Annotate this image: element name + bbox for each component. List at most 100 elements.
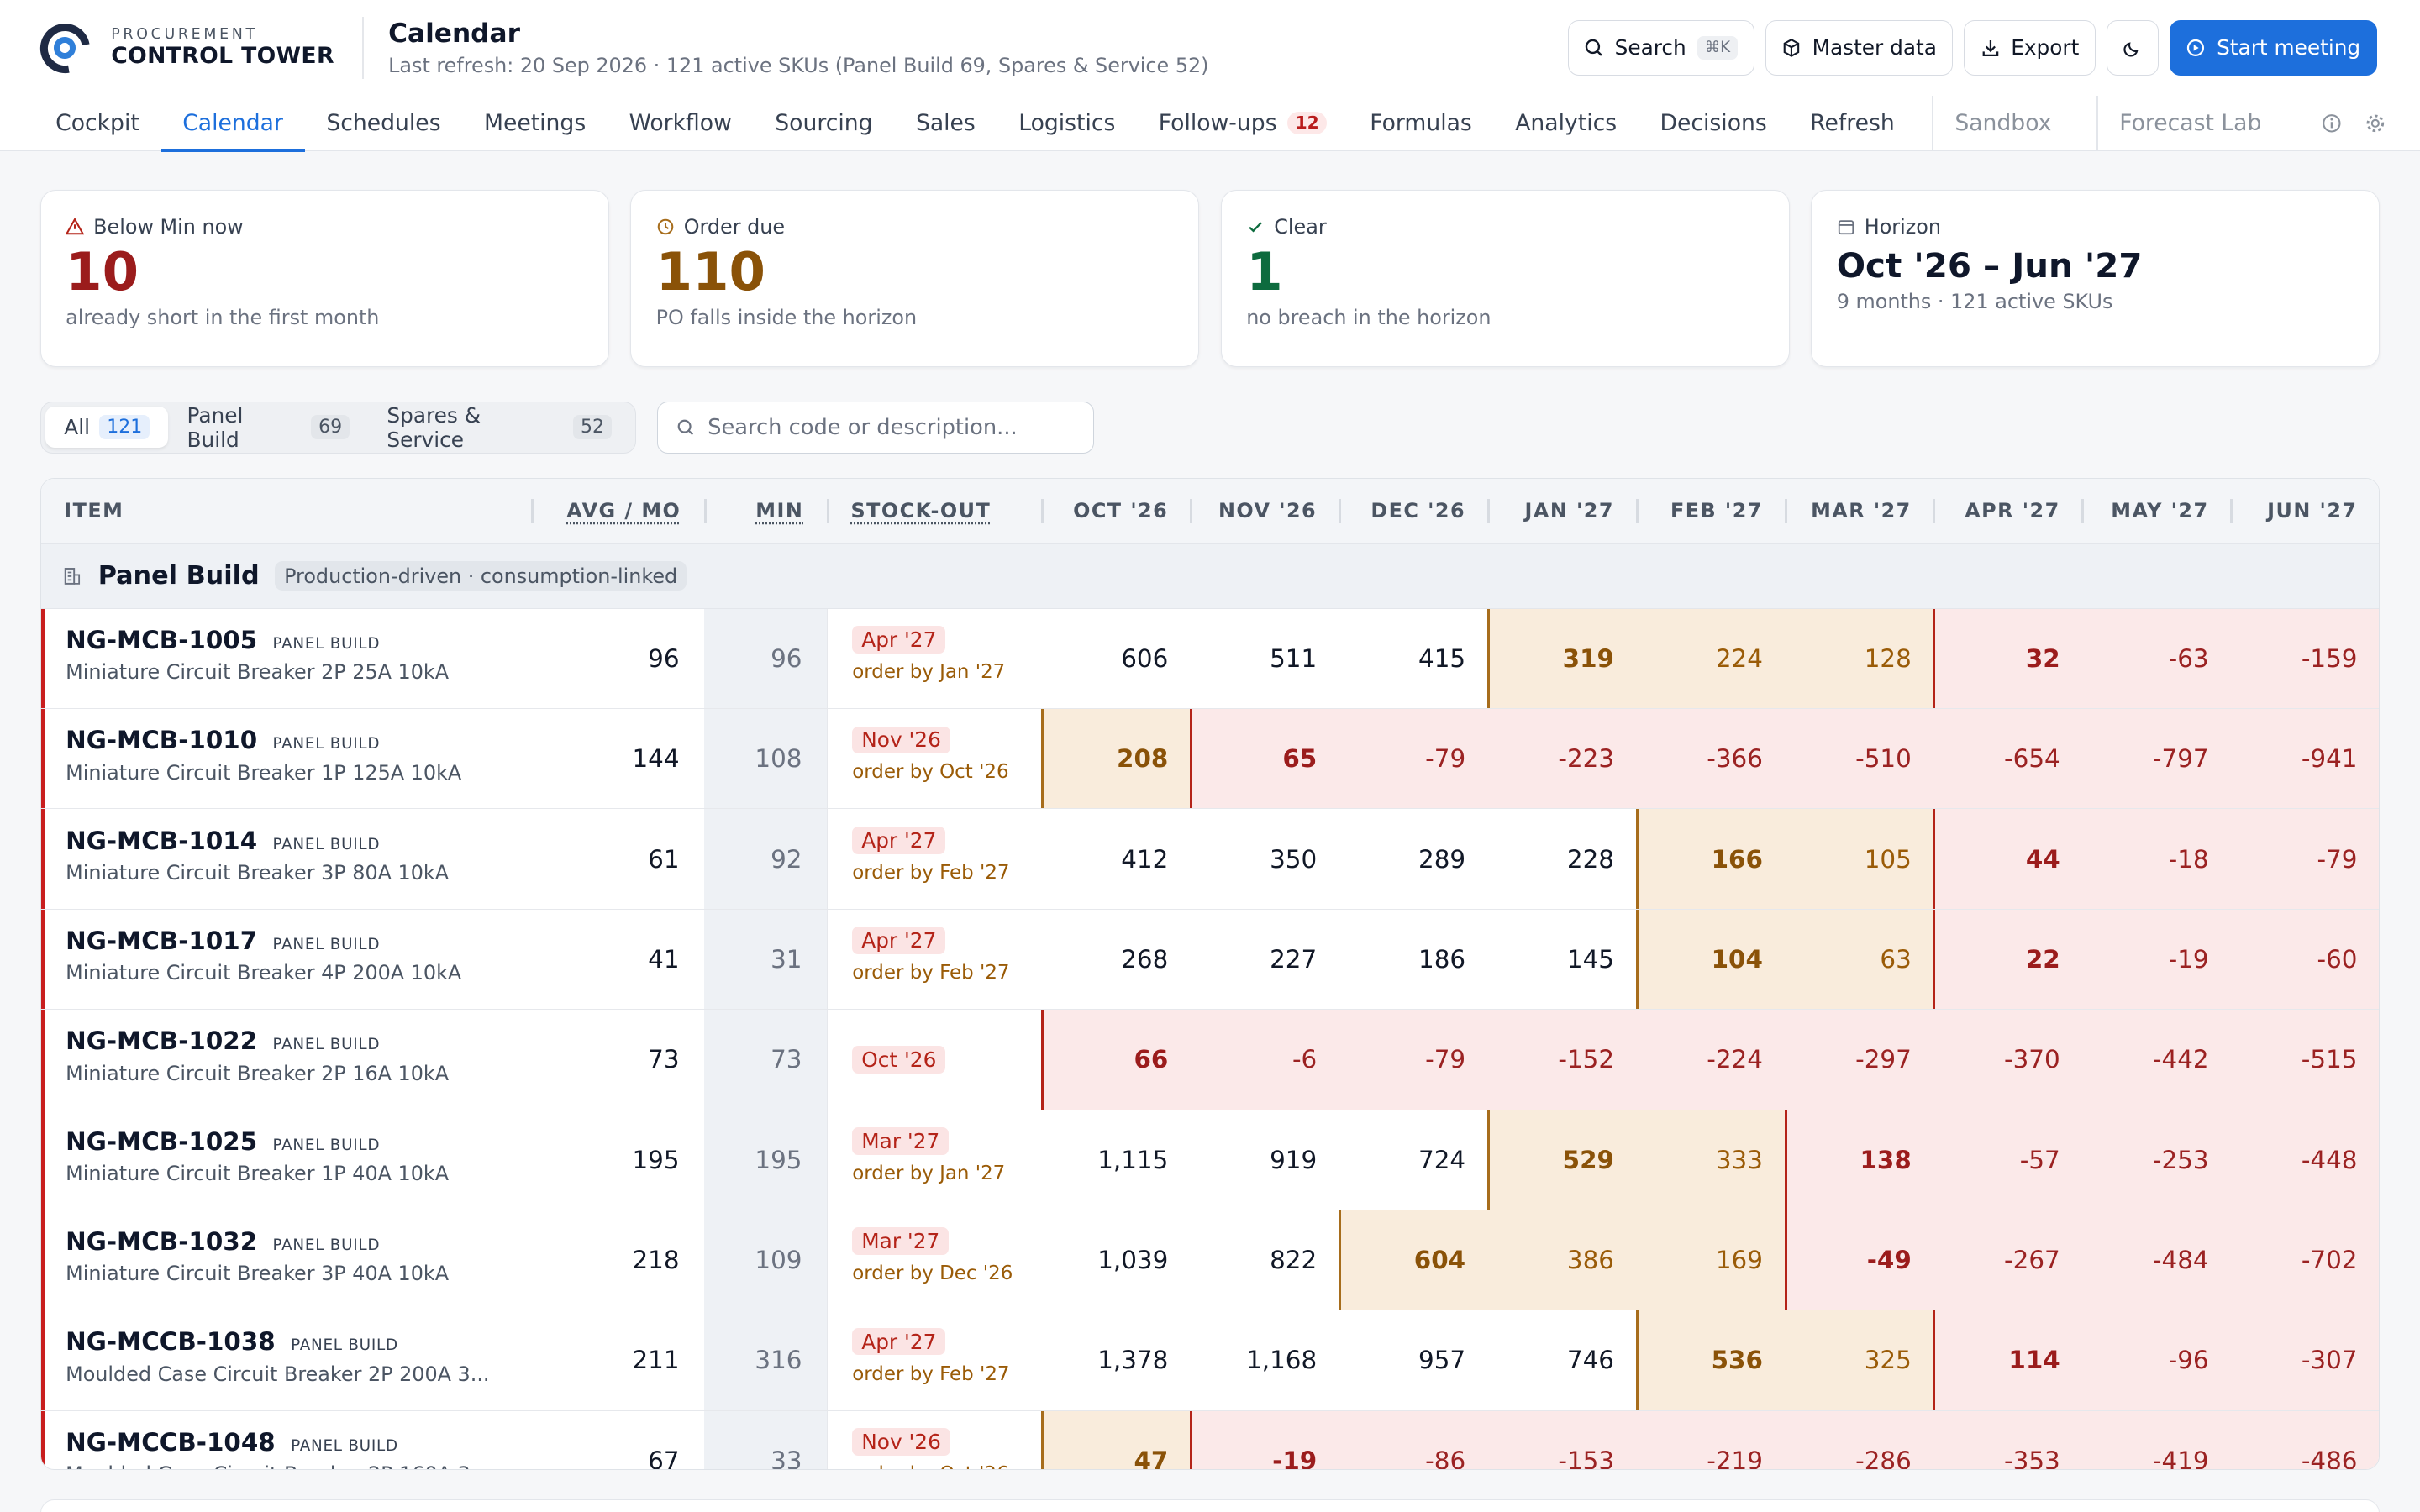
month-cell[interactable]: 63 — [1784, 909, 1933, 1010]
month-cell[interactable]: -79 — [1338, 709, 1487, 809]
month-cell[interactable]: -153 — [1486, 1410, 1636, 1470]
col-stockout[interactable]: STOCK-OUT — [826, 498, 1041, 524]
month-cell[interactable]: 47 — [1041, 1410, 1191, 1470]
search-button[interactable]: Search ⌘K — [1567, 19, 1754, 76]
master-data-button[interactable]: Master data — [1765, 19, 1954, 76]
month-cell[interactable]: 128 — [1784, 608, 1933, 709]
month-cell[interactable]: 350 — [1270, 844, 1318, 874]
month-cell[interactable]: 1,168 — [1246, 1346, 1318, 1375]
start-meeting-button[interactable]: Start meeting — [2169, 19, 2377, 76]
month-cell[interactable]: 606 — [1121, 643, 1169, 673]
month-cell[interactable]: 536 — [1635, 1310, 1785, 1410]
table-row[interactable]: NG-MCB-1022 PANEL BUILD Miniature Circuit … — [40, 1010, 2380, 1110]
month-cell[interactable]: 746 — [1566, 1346, 1614, 1375]
theme-toggle-button[interactable] — [2106, 19, 2160, 76]
month-cell[interactable]: -419 — [2081, 1410, 2231, 1470]
tab-follow-ups[interactable]: Follow-ups 12 — [1137, 96, 1348, 150]
table-row[interactable]: NG-MCB-1010 PANEL BUILD Miniature Circuit … — [40, 709, 2380, 810]
month-cell[interactable]: 227 — [1270, 944, 1318, 974]
tab-formulas[interactable]: Formulas — [1370, 109, 1472, 136]
col-item[interactable]: ITEM — [64, 499, 124, 523]
month-cell[interactable]: -654 — [1933, 709, 2082, 809]
month-cell[interactable]: 319 — [1486, 608, 1636, 709]
month-cell[interactable]: 44 — [1933, 809, 2082, 909]
month-cell[interactable]: 169 — [1635, 1210, 1785, 1310]
month-cell[interactable]: -307 — [2230, 1310, 2380, 1410]
table-row[interactable]: NG-MCB-1032 PANEL BUILD Miniature Circuit … — [40, 1210, 2380, 1311]
month-cell[interactable]: 604 — [1338, 1210, 1487, 1310]
month-cell[interactable]: 412 — [1121, 844, 1169, 874]
month-cell[interactable]: -18 — [2081, 809, 2231, 909]
month-cell[interactable]: 105 — [1784, 809, 1933, 909]
table-row[interactable]: NG-MCB-1017 PANEL BUILD Miniature Circuit … — [40, 909, 2380, 1011]
tab-analytics[interactable]: Analytics — [1515, 109, 1618, 136]
tab-logistics[interactable]: Logistics — [1018, 109, 1116, 136]
col-avg[interactable]: AVG / MO — [530, 498, 704, 524]
month-cell[interactable]: -510 — [1784, 709, 1933, 809]
month-cell[interactable]: -515 — [2230, 1010, 2380, 1110]
month-cell[interactable]: -79 — [2230, 809, 2380, 909]
month-cell[interactable]: 138 — [1784, 1110, 1933, 1210]
month-cell[interactable]: 104 — [1635, 909, 1785, 1010]
tab-forecast-lab[interactable]: Forecast Lab — [2119, 109, 2262, 136]
clear-card[interactable]: Clear 1 no breach in the horizon — [1220, 189, 1790, 368]
tab-sales[interactable]: Sales — [915, 109, 976, 136]
month-cell[interactable]: -6 — [1190, 1010, 1339, 1110]
month-cell[interactable]: 66 — [1041, 1010, 1191, 1110]
month-cell[interactable]: 224 — [1635, 608, 1785, 709]
month-cell[interactable]: -19 — [1190, 1410, 1339, 1470]
month-cell[interactable]: -159 — [2230, 608, 2380, 709]
col-min[interactable]: MIN — [703, 498, 827, 524]
tab-meetings[interactable]: Meetings — [483, 109, 587, 136]
tab-sandbox[interactable]: Sandbox — [1954, 109, 2052, 136]
month-cell[interactable]: -286 — [1784, 1410, 1933, 1470]
month-cell[interactable]: -79 — [1338, 1010, 1487, 1110]
month-cell[interactable]: 289 — [1418, 844, 1466, 874]
month-cell[interactable]: -152 — [1486, 1010, 1636, 1110]
month-cell[interactable]: 325 — [1784, 1310, 1933, 1410]
month-cell[interactable]: 228 — [1566, 844, 1614, 874]
order-due-card[interactable]: Order due 110 PO falls inside the horizo… — [630, 189, 1200, 368]
below-min-card[interactable]: Below Min now 10 already short in the fi… — [39, 189, 609, 368]
month-cell[interactable]: 333 — [1635, 1110, 1785, 1210]
month-cell[interactable]: -366 — [1635, 709, 1785, 809]
month-cell[interactable]: -297 — [1784, 1010, 1933, 1110]
month-cell[interactable]: 32 — [1933, 608, 2082, 709]
month-cell[interactable]: 822 — [1270, 1246, 1318, 1275]
group-header-panel-build[interactable]: Panel Build Production-driven · consumpt… — [40, 543, 2380, 609]
month-cell[interactable]: 529 — [1486, 1110, 1636, 1210]
segment-panel-build[interactable]: Panel Build 69 — [168, 403, 368, 452]
tab-refresh[interactable]: Refresh — [1810, 109, 1895, 136]
settings-icon[interactable] — [2365, 113, 2386, 134]
month-cell[interactable]: 22 — [1933, 909, 2082, 1010]
table-row[interactable]: NG-MCCB-1048 PANEL BUILD Moulded Case Circ… — [40, 1410, 2380, 1470]
segment-all[interactable]: All 121 — [45, 407, 169, 449]
month-cell[interactable]: 724 — [1418, 1145, 1466, 1174]
month-cell[interactable]: -353 — [1933, 1410, 2082, 1470]
month-cell[interactable]: -57 — [1933, 1110, 2082, 1210]
export-button[interactable]: Export — [1964, 19, 2096, 76]
table-row[interactable]: NG-MCB-1014 PANEL BUILD Miniature Circuit … — [40, 809, 2380, 910]
month-cell[interactable]: 1,378 — [1097, 1346, 1169, 1375]
month-cell[interactable]: -96 — [2081, 1310, 2231, 1410]
month-cell[interactable]: -267 — [1933, 1210, 2082, 1310]
segment-spares-service[interactable]: Spares & Service 52 — [368, 403, 630, 452]
table-row[interactable]: NG-MCB-1005 PANEL BUILD Miniature Circuit … — [40, 608, 2380, 710]
month-cell[interactable]: 957 — [1418, 1346, 1466, 1375]
month-cell[interactable]: 208 — [1041, 709, 1191, 809]
month-cell[interactable]: -941 — [2230, 709, 2380, 809]
tab-workflow[interactable]: Workflow — [629, 109, 732, 136]
month-cell[interactable]: 186 — [1418, 944, 1466, 974]
month-cell[interactable]: 919 — [1270, 1145, 1318, 1174]
table-row[interactable]: NG-MCCB-1038 PANEL BUILD Moulded Case Circ… — [40, 1310, 2380, 1411]
tab-decisions[interactable]: Decisions — [1660, 109, 1767, 136]
month-cell[interactable]: -60 — [2230, 909, 2380, 1010]
month-cell[interactable]: -219 — [1635, 1410, 1785, 1470]
tab-cockpit[interactable]: Cockpit — [55, 109, 139, 136]
table-row[interactable]: NG-MCB-1025 PANEL BUILD Miniature Circuit … — [40, 1110, 2380, 1210]
month-cell[interactable]: 1,039 — [1097, 1246, 1169, 1275]
tab-calendar[interactable]: Calendar — [160, 96, 305, 153]
month-cell[interactable]: -370 — [1933, 1010, 2082, 1110]
month-cell[interactable]: -63 — [2081, 608, 2231, 709]
month-cell[interactable]: -484 — [2081, 1210, 2231, 1310]
